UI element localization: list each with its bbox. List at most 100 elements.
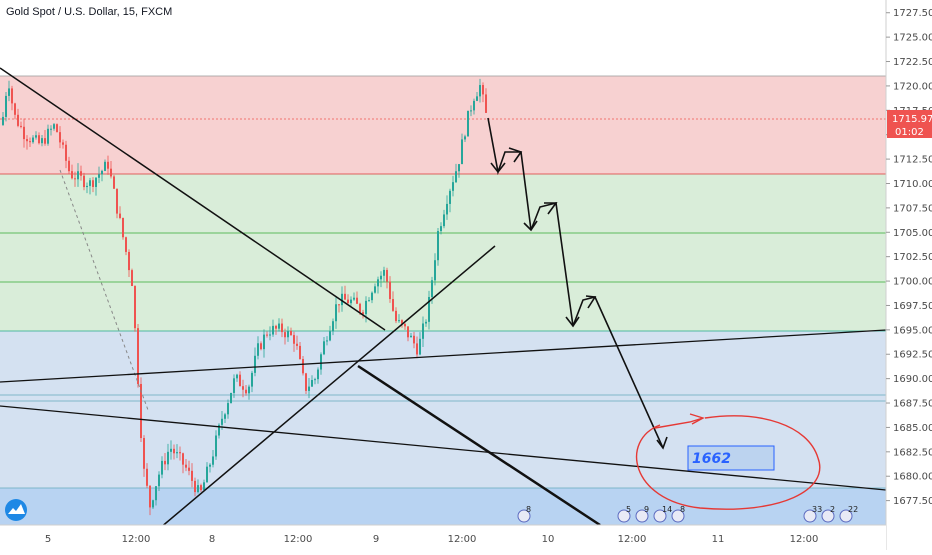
y-tick-label: 1705.00: [893, 228, 932, 239]
y-tick-label: 1700.00: [893, 277, 932, 288]
candle-body: [167, 451, 169, 465]
y-tick-label: 1680.00: [893, 472, 932, 483]
candle-body: [116, 188, 118, 214]
event-badge[interactable]: 2: [821, 505, 835, 523]
candle-body: [176, 452, 178, 454]
price-axis-background[interactable]: [886, 0, 932, 550]
target-circle[interactable]: [636, 413, 821, 510]
event-badge[interactable]: 9: [635, 505, 649, 523]
candle-body: [347, 299, 349, 304]
candle-body: [254, 355, 256, 373]
candle-body: [221, 418, 223, 425]
red-zone: [0, 76, 886, 174]
candle-body: [14, 103, 16, 115]
time-axis-ticks: 5 12:00 8 12:00 9 12:00 10 12:00 11 12:00: [45, 534, 819, 545]
flag-icon: [839, 509, 853, 523]
candle-body: [125, 237, 127, 252]
candle-body: [224, 414, 226, 419]
candle-body: [359, 303, 361, 313]
candle-body: [308, 386, 310, 391]
candle-body: [179, 452, 181, 454]
candle-body: [8, 88, 10, 96]
candle-body: [5, 95, 7, 117]
ascending-trend-line[interactable]: [159, 245, 496, 529]
x-tick-label: 9: [373, 534, 379, 545]
event-badges[interactable]: 8 5 9 14 8 33 2 22: [517, 505, 858, 523]
target-label-box[interactable]: [687, 445, 775, 471]
candle-body: [41, 138, 43, 144]
candle-body: [311, 380, 313, 387]
candle-body: [215, 435, 217, 457]
candle-body: [23, 126, 25, 140]
upper-channel-line[interactable]: [0, 329, 887, 383]
candle-body: [200, 485, 202, 491]
event-badge[interactable]: 22: [839, 505, 858, 523]
candle-body: [380, 275, 382, 280]
candle-body: [203, 482, 205, 491]
candle-body: [155, 486, 157, 501]
candle-body: [170, 448, 172, 452]
event-badge-count: 2: [830, 505, 835, 514]
candle-body: [350, 299, 352, 304]
event-badge-count: 14: [662, 505, 672, 514]
candle-body: [425, 321, 427, 324]
descending-trend-line[interactable]: [0, 67, 386, 331]
event-badge[interactable]: 14: [653, 505, 672, 523]
event-badge[interactable]: 8: [517, 505, 531, 523]
candle-body: [440, 226, 442, 232]
event-badge[interactable]: 33: [803, 505, 822, 523]
candle-body: [344, 293, 346, 300]
candle-body: [329, 331, 331, 341]
candle-body: [332, 321, 334, 332]
candle-body: [386, 269, 388, 282]
candle-body: [146, 468, 148, 486]
candle-body: [395, 310, 397, 322]
candle-body: [239, 374, 241, 387]
candle-body: [161, 460, 163, 475]
projection-arrows[interactable]: [487, 117, 668, 450]
event-badge-count: 5: [626, 505, 631, 514]
tradingview-logo-icon[interactable]: [5, 499, 27, 521]
candle-body: [485, 94, 487, 113]
candle-body: [389, 281, 391, 300]
x-tick-label: 11: [712, 534, 725, 545]
candle-body: [263, 334, 265, 350]
y-tick-label: 1687.50: [893, 399, 932, 410]
target-label-text: 1662: [692, 451, 731, 467]
candle-body: [59, 132, 61, 143]
candle-body: [437, 231, 439, 261]
candle-body: [236, 374, 238, 379]
candle-body: [191, 470, 193, 481]
candle-body: [464, 136, 466, 140]
candle-body: [152, 500, 154, 508]
candle-body: [338, 304, 340, 306]
candle-body: [20, 125, 22, 127]
candle-body: [248, 386, 250, 394]
candle-body: [269, 334, 271, 336]
down-trend-line[interactable]: [357, 364, 601, 527]
candle-body: [314, 379, 316, 381]
candle-body: [77, 171, 79, 180]
candle-body: [98, 174, 100, 178]
event-badge[interactable]: 5: [617, 505, 631, 523]
y-tick-label: 1682.50: [893, 447, 932, 458]
time-axis-background[interactable]: [0, 525, 886, 550]
event-badge-count: 8: [526, 505, 531, 514]
candle-body: [401, 320, 403, 324]
candle-body: [173, 448, 175, 454]
candle-body: [473, 100, 475, 111]
candle-body: [185, 464, 187, 468]
candle-body: [143, 438, 145, 469]
event-badge[interactable]: 8: [671, 505, 685, 523]
flag-icon: [803, 509, 817, 523]
candle-body: [80, 171, 82, 176]
candle-body: [134, 286, 136, 329]
candle-body: [422, 323, 424, 339]
candle-body: [107, 161, 109, 169]
lower-channel-line[interactable]: [0, 405, 887, 491]
y-tick-label: 1690.00: [893, 374, 932, 385]
candle-body: [341, 293, 343, 306]
y-tick-label: 1695.00: [893, 325, 932, 336]
